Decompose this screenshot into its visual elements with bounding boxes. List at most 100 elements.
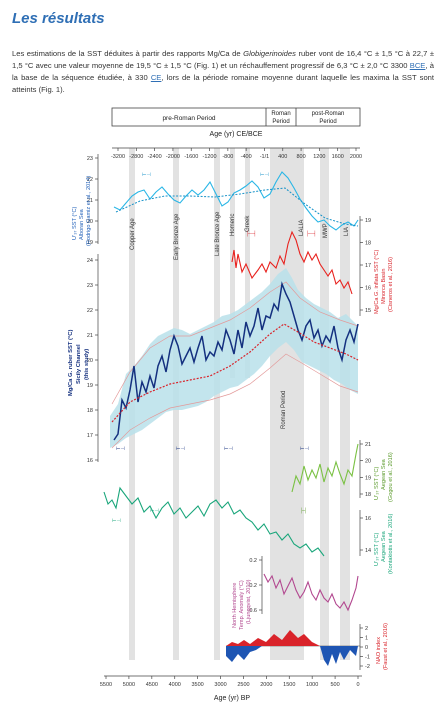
aegean-kontakiotis-tick-label: 14 [365, 548, 371, 554]
minorca-marker-2: ├─┤ [306, 230, 317, 237]
post-roman-label-1: post-Roman [312, 111, 345, 117]
event-mwp: MWP [323, 223, 329, 238]
top-tick-label: 1200 [313, 154, 325, 160]
event-labels: Copper Age Early Bronze Age Late Bronze … [130, 211, 350, 429]
svg-text:U’₃₇ SST (°C): U’₃₇ SST (°C) [374, 466, 380, 500]
paragraph-text-3: , à la base de la séquence étudiée, à 33… [12, 60, 434, 83]
minorca-panel: 19 18 17 16 15 ├─┤ ├─┤ Mg/Ca G. inflata SST … [231, 216, 394, 316]
nh-tick-label: 0.2 [249, 558, 257, 564]
top-tick-label: 1600 [332, 154, 344, 160]
band-roman [270, 148, 298, 660]
sicily-upper-bound [111, 281, 359, 405]
event-late-bronze: Late Bronze Age [215, 211, 221, 256]
nao-label: NAO index (Faust et al., 2016) [376, 623, 389, 670]
sicily-panel: 24 23 22 21 20 19 18 17 16 ⊢⊣ ⊢⊣ ⊢⊣ ⊢⊣ Mg/Ca G. … [68, 254, 359, 464]
svg-text:(Gogou et al., 2016): (Gogou et al., 2016) [388, 452, 394, 502]
sicily-tick-label: 21 [87, 333, 93, 339]
alboran-tick-label: 20 [87, 219, 93, 225]
nh-tick-label: -0.6 [248, 608, 257, 614]
bottom-tick-label: 4500 [146, 682, 158, 688]
svg-text:Minorca Basin: Minorca Basin [381, 269, 387, 304]
bottom-tick-label: 5000 [123, 682, 135, 688]
bottom-tick-label: 4000 [169, 682, 181, 688]
band-late-bronze [214, 148, 220, 660]
svg-text:Aegean Sea: Aegean Sea [381, 458, 387, 490]
event-early-bronze: Early Bronze Age [174, 213, 180, 260]
bottom-tick-label: 3000 [214, 682, 226, 688]
nao-panel: 2 1 0 -1 -2 NAO index (Faust et al., 2016) [226, 623, 389, 670]
abbr-bce-link[interactable]: BCE [409, 60, 426, 70]
top-tick-label: 800 [296, 154, 305, 160]
abbr-ce-link[interactable]: CE [150, 73, 162, 83]
aegean-kontakiotis-marker: ⊢⊣ [112, 517, 121, 524]
aegean-gogou-label: U’₃₇ SST (°C) Aegean Sea (Gogou et al., … [374, 452, 394, 502]
event-greek: Greek [245, 215, 251, 232]
bottom-tick-label: 5500 [100, 682, 112, 688]
post-roman-label-2: Period [319, 119, 336, 125]
top-tick-label: -2800 [129, 154, 143, 160]
svg-text:(Cisneros et al., 2016): (Cisneros et al., 2016) [388, 257, 394, 312]
minorca-marker: ├─┤ [246, 230, 257, 237]
paragraph-text-2: ruber vont de 16,4 °C ± 1,5 °C à 22,7 ± … [12, 48, 435, 70]
results-paragraph: Les estimations de la SST déduites à par… [12, 48, 434, 97]
top-axis-title: Age (yr) CE/BCE [210, 131, 263, 138]
sicily-marker-2: ⊢⊣ [176, 445, 185, 452]
alboran-panel: 23 22 21 20 19 ⊢⊣ ⊢⊣ U’₃₇ SST (°C) Alboran S… [72, 154, 359, 246]
paragraph-text-4: , lors de la période romaine moyenne dur… [12, 73, 435, 95]
bottom-tick-label: 2000 [260, 682, 272, 688]
top-tick-label: -400 [241, 154, 252, 160]
aegean-gogou-tick-label: 18 [365, 492, 371, 498]
section-heading: Les résultats [12, 10, 105, 27]
svg-text:Mg/Ca G. ruber SST (°C): Mg/Ca G. ruber SST (°C) [68, 330, 74, 396]
svg-text:U’₃₇ SST (°C): U’₃₇ SST (°C) [374, 532, 380, 566]
period-header: pre-Roman Period Roman Period post-Roman… [111, 107, 361, 127]
aegean-kontakiotis-tick-label: 16 [365, 516, 371, 522]
paleoclimate-figure: pre-Roman Period Roman Period post-Roman… [68, 107, 394, 702]
nh-temp-panel: 0.2 -0.2 -0.6 North Hemisphere Temp. Anoma… [232, 556, 359, 630]
alboran-tick-label: 21 [87, 198, 93, 204]
roman-label-1: Roman [271, 111, 290, 117]
sicily-marker-4: ⊢⊣ [300, 445, 309, 452]
band-homeric [230, 148, 235, 378]
alboran-marker-2: ⊢⊣ [260, 171, 269, 178]
top-tick-label: -800 [222, 154, 233, 160]
sicily-confidence-band [110, 268, 358, 448]
aegean-gogou-tick-label: 21 [365, 442, 371, 448]
svg-text:Alboran Sea: Alboran Sea [79, 208, 85, 240]
svg-text:Sicily Channel: Sicily Channel [76, 344, 82, 384]
nao-negative-fill [226, 646, 358, 666]
aegean-gogou-tick-label: 19 [365, 475, 371, 481]
alboran-tick-label: 19 [87, 240, 93, 246]
svg-text:(Faust et al., 2016): (Faust et al., 2016) [383, 623, 389, 670]
band-mwp [320, 148, 329, 660]
nh-tick-label: -0.2 [248, 583, 257, 589]
top-tick-label: -2000 [166, 154, 180, 160]
sicily-tick-label: 23 [87, 283, 93, 289]
roman-label-2: Period [272, 119, 289, 125]
bottom-tick-label: 1000 [306, 682, 318, 688]
sicily-tick-label: 18 [87, 408, 93, 414]
bottom-tick-label: 3500 [192, 682, 204, 688]
sicily-tick-label: 24 [87, 258, 93, 264]
svg-text:Aegean Sea: Aegean Sea [381, 530, 387, 562]
nao-tick-label: 2 [365, 626, 368, 632]
svg-text:(Kontakiotis et al., 2016): (Kontakiotis et al., 2016) [388, 514, 394, 574]
minorca-tick-label: 19 [365, 218, 371, 224]
top-tick-label: -1/1 [260, 154, 269, 160]
aegean-kontakiotis-label: U’₃₇ SST (°C) Aegean Sea (Kontakiotis et… [374, 514, 394, 574]
alboran-tick-label: 23 [87, 156, 93, 162]
aegean-kontakiotis-marker-2: ⊢⊣ [150, 507, 159, 514]
alboran-sst-curve [113, 171, 359, 231]
minorca-tick-label: 17 [365, 263, 371, 269]
aegean-kontakiotis-curve [103, 486, 325, 557]
sicily-tick-label: 16 [87, 458, 93, 464]
aegean-kontakiotis-panel: 16 14 ⊢⊣ ⊢⊣ U’₃₇ SST (°C) Aegean Sea (Kon… [103, 486, 394, 574]
sicily-tick-label: 20 [87, 358, 93, 364]
sicily-trend [111, 323, 359, 423]
bottom-axis: 5500 5000 4500 4000 3500 3000 2500 2000 1500 1000… [100, 675, 362, 702]
aegean-gogou-tick-label: 20 [365, 459, 371, 465]
alboran-tick-label: 22 [87, 177, 93, 183]
minorca-tick-label: 15 [365, 308, 371, 314]
sicily-tick-label: 19 [87, 383, 93, 389]
